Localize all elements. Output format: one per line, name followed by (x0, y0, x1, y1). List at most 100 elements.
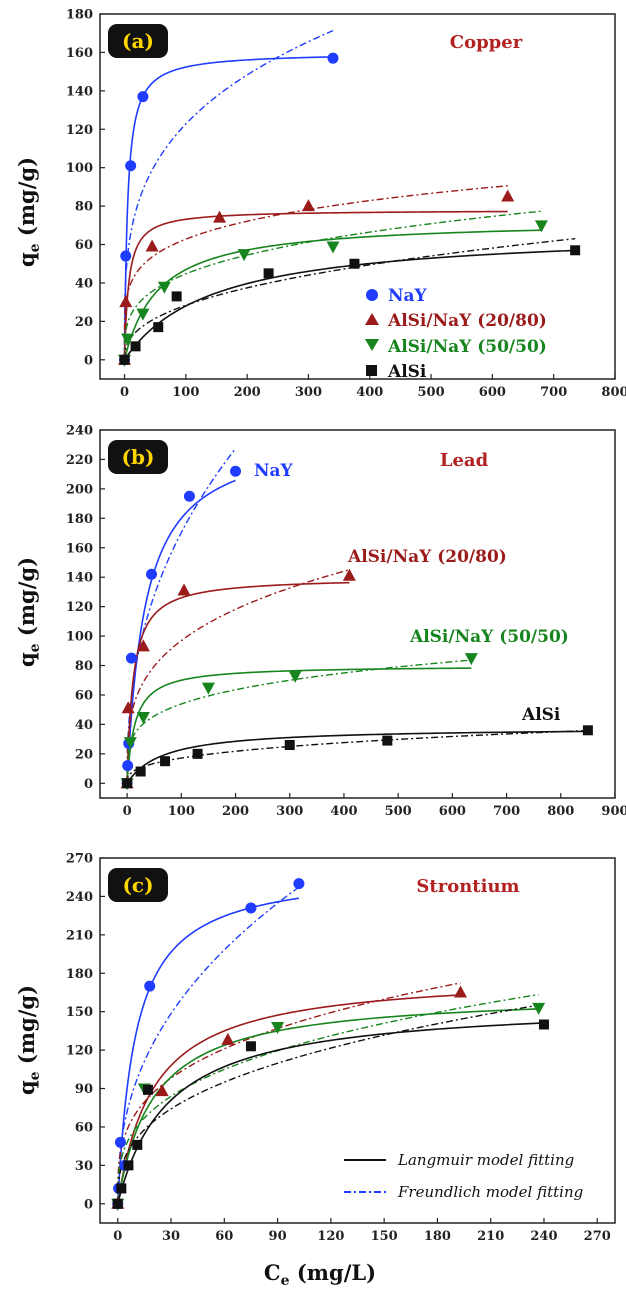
x-tick-label: 60 (215, 1229, 233, 1244)
data-point-nay (122, 760, 134, 772)
data-point-alsi (112, 1198, 123, 1209)
y-tick-label: 60 (75, 238, 93, 253)
data-point-alsi-nay-50-50 (121, 333, 135, 346)
data-point-alsi (582, 725, 593, 736)
langmuir-curve-nay (123, 56, 333, 360)
y-tick-label: 240 (66, 424, 93, 439)
x-tick-label: 800 (547, 804, 574, 819)
axis-ticks: 0 100 200 300 400 500 600 700 800 0 20 40 60 80 100 120… (66, 8, 626, 401)
x-tick-label: 90 (269, 1229, 287, 1244)
y-tick-label: 40 (75, 718, 93, 733)
data-point-alsi (132, 1139, 143, 1150)
data-point-alsi-nay-50-50 (237, 249, 251, 262)
x-tick-label: 300 (295, 385, 322, 400)
data-point-nay (327, 52, 339, 64)
data-points (111, 878, 549, 1211)
data-point-alsi (123, 1160, 134, 1171)
x-tick-label: 300 (276, 804, 303, 819)
legend-label-alsi: AlSi (387, 362, 427, 382)
x-tick-label: 100 (168, 804, 195, 819)
data-point-alsi-nay-20-80 (213, 210, 227, 223)
data-point-alsi (284, 740, 295, 751)
y-tick-label: 150 (66, 1005, 93, 1020)
freundlich-curve-nay (123, 30, 334, 360)
y-tick-label: 100 (66, 161, 93, 176)
langmuir-curve-alsi-nay-50-50 (126, 667, 472, 784)
y-tick-label: 30 (75, 1159, 93, 1174)
x-tick-label: 100 (172, 385, 199, 400)
data-point-alsi (538, 1019, 549, 1030)
data-point-alsi-nay-20-80 (155, 1084, 169, 1097)
legend-marker-alsi-nay-50-50 (365, 339, 379, 351)
y-tick-label: 160 (66, 46, 93, 61)
legend-marker-nay (366, 289, 378, 301)
panel-tag-badge (108, 440, 168, 474)
freundlich-curve-alsi-nay-50-50 (123, 210, 542, 360)
x-tick-label: 0 (120, 385, 129, 400)
data-point-alsi-nay-50-50 (157, 281, 171, 294)
legend-marker-alsi-nay-20-80 (365, 313, 379, 325)
freundlich-curve-alsi-nay-20-80 (126, 569, 350, 784)
data-point-nay (125, 160, 137, 172)
y-tick-label: 0 (84, 353, 93, 368)
y-tick-label: 140 (66, 84, 93, 99)
data-point-alsi-nay-50-50 (136, 712, 150, 725)
series-label-alsi-nay-20-80: AlSi/NaY (20/80) (347, 547, 507, 567)
series-label-alsi-nay-50-50: AlSi/NaY (50/50) (409, 627, 569, 647)
x-tick-label: 0 (123, 804, 132, 819)
data-point-alsi-nay-50-50 (464, 653, 478, 666)
data-point-alsi-nay-20-80 (121, 701, 135, 714)
y-tick-label: 40 (75, 276, 93, 291)
freundlich-curve-alsi (117, 1003, 545, 1204)
data-point-alsi-nay-20-80 (136, 639, 150, 652)
y-tick-label: 20 (75, 315, 93, 330)
x-tick-label: 400 (330, 804, 357, 819)
data-point-alsi-nay-20-80 (301, 199, 315, 212)
y-tick-label: 160 (66, 541, 93, 556)
x-tick-label: 800 (601, 385, 626, 400)
freundlich-curve-alsi-nay-20-80 (123, 185, 508, 360)
data-point-alsi (119, 354, 130, 365)
y-tick-label: 120 (66, 123, 93, 138)
data-point-alsi (160, 756, 171, 767)
panel-tag: (b) (122, 445, 155, 469)
y-tick-label: 60 (75, 688, 93, 703)
y-tick-label: 120 (66, 1044, 93, 1059)
data-point-nay (137, 91, 149, 103)
freundlich-curve-alsi-nay-50-50 (126, 659, 472, 784)
data-point-alsi (142, 1084, 153, 1095)
y-tick-label: 80 (75, 659, 93, 674)
y-tick-label: 100 (66, 630, 93, 645)
y-tick-label: 210 (66, 928, 93, 943)
data-point-alsi-nay-20-80 (342, 568, 356, 581)
x-tick-label: 270 (584, 1229, 611, 1244)
panel-tag: (c) (122, 873, 153, 897)
panel-tag-badge (108, 24, 168, 58)
data-point-nay (120, 250, 132, 262)
data-point-nay (144, 980, 156, 992)
data-point-alsi (570, 245, 581, 256)
plot-frame (99, 857, 616, 1224)
data-point-alsi (122, 778, 133, 789)
y-tick-label: 180 (66, 8, 93, 23)
data-points (118, 52, 581, 367)
y-tick-label: 20 (75, 747, 93, 762)
y-tick-label: 200 (66, 482, 93, 497)
x-tick-label: 600 (479, 385, 506, 400)
data-point-nay (125, 652, 137, 664)
freundlich-curve-alsi-nay-20-80 (117, 982, 461, 1204)
data-point-nay (230, 465, 242, 477)
data-point-alsi-nay-50-50 (123, 737, 137, 750)
axis-ticks: 0 30 60 90 120 150 180 210 240 270 0 30 60 90 120 150 18… (66, 852, 611, 1245)
langmuir-curve-alsi-nay-20-80 (116, 994, 461, 1204)
langmuir-curve-alsi-nay-20-80 (126, 581, 350, 784)
metal-label: Copper (450, 32, 523, 53)
x-tick-label: 240 (530, 1229, 557, 1244)
panel-c: 0 30 60 90 120 150 180 210 240 270 0 30 60 90 120 150 18… (66, 852, 616, 1245)
fit-curves (123, 30, 576, 361)
y-axis-title-a: qe (mg/g) (14, 157, 43, 267)
data-point-alsi (192, 748, 203, 759)
y-tick-label: 140 (66, 571, 93, 586)
data-point-alsi-nay-20-80 (454, 985, 467, 998)
data-point-nay (183, 490, 195, 502)
